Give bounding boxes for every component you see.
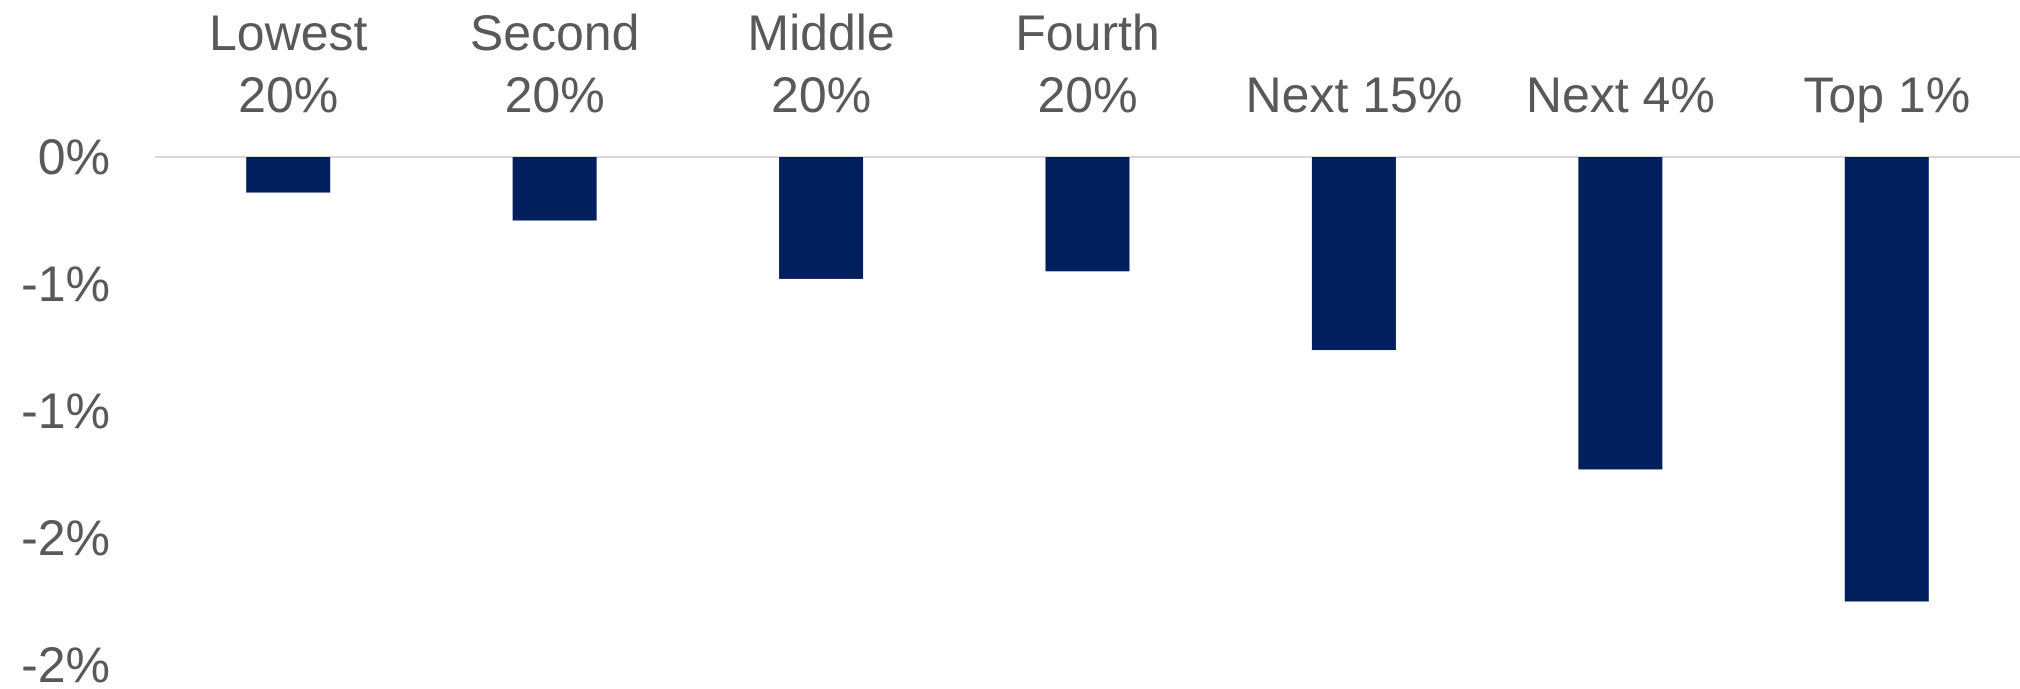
category-label: Lowest 20% xyxy=(209,5,368,123)
category-label-line: Next 15% xyxy=(1246,67,1463,123)
bars xyxy=(246,157,1929,602)
y-tick-label: -2% xyxy=(21,637,110,689)
bar xyxy=(1045,157,1130,272)
y-tick-label: -2% xyxy=(21,510,110,566)
bar xyxy=(1578,157,1663,470)
category-label: Top 1% xyxy=(1803,67,1970,123)
y-tick-label: -1% xyxy=(21,383,110,439)
y-tick-label: 0% xyxy=(38,129,110,185)
category-label: Second 20% xyxy=(470,5,640,123)
bar xyxy=(246,157,331,193)
category-label: Middle 20% xyxy=(747,5,894,123)
bar xyxy=(512,157,597,221)
category-label-line: Lowest xyxy=(209,5,368,61)
bar xyxy=(779,157,864,279)
bar xyxy=(1844,157,1929,602)
category-label-line: 20% xyxy=(771,67,871,123)
category-label-line: 20% xyxy=(1037,67,1137,123)
category-label: Fourth 20% xyxy=(1015,5,1160,123)
y-axis: 0% -1% -1% -2% -2% xyxy=(21,129,110,689)
y-tick-label: -1% xyxy=(21,256,110,312)
category-label: Next 4% xyxy=(1526,67,1715,123)
category-label-line: Fourth xyxy=(1015,5,1160,61)
category-label-line: Top 1% xyxy=(1803,67,1970,123)
category-label: Next 15% xyxy=(1246,67,1463,123)
category-label-line: Second xyxy=(470,5,640,61)
bar xyxy=(1311,157,1396,351)
category-label-line: 20% xyxy=(238,67,338,123)
category-label-line: Middle xyxy=(747,5,894,61)
category-labels: Lowest 20% Second 20% Middle 20% Fourth 20% Next… xyxy=(209,5,1970,123)
category-label-line: Next 4% xyxy=(1526,67,1715,123)
category-label-line: 20% xyxy=(505,67,605,123)
